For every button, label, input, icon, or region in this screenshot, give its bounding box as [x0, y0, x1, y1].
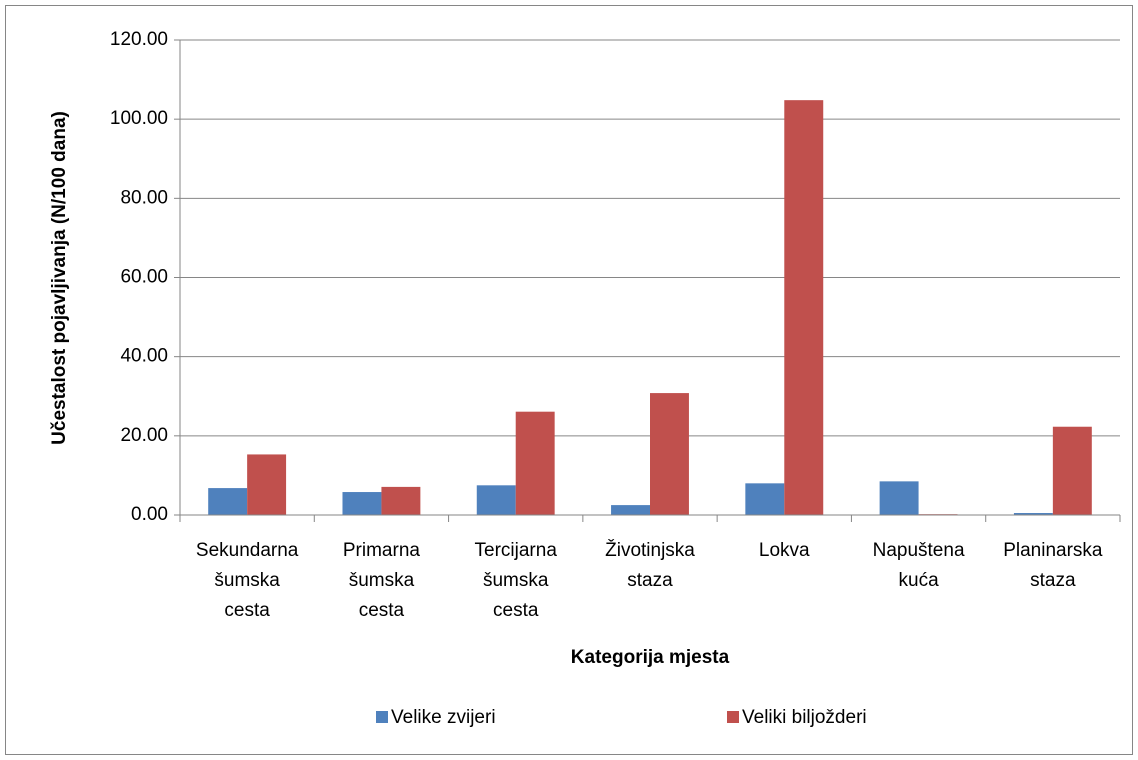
- bar: [745, 483, 785, 515]
- bar: [515, 411, 555, 515]
- y-tick-label: 120.00: [110, 29, 168, 50]
- x-tick-label: Primarna šumska cesta: [343, 540, 421, 621]
- bar: [611, 505, 650, 515]
- x-tick-label: Lokva: [759, 540, 810, 561]
- legend-label: Velike zvijeri: [391, 707, 496, 728]
- y-axis-label: Učestalost pojavljivanja (N/100 dana): [49, 111, 70, 445]
- chart-border: [5, 5, 1133, 755]
- bar: [342, 492, 382, 515]
- bar: [1013, 513, 1053, 515]
- bar: [650, 393, 689, 515]
- bar: [208, 488, 248, 515]
- x-tick-label: Životinjska staza: [605, 539, 695, 591]
- x-tick-label: Tercijarna šumska cesta: [475, 540, 558, 621]
- y-tick-label: 100.00: [110, 108, 168, 129]
- bar: [1052, 426, 1092, 515]
- y-tick-label: 80.00: [120, 187, 168, 208]
- y-tick-label: 20.00: [120, 425, 168, 446]
- y-tick-label: 60.00: [120, 267, 168, 288]
- bar: [381, 486, 421, 515]
- x-tick-label: Sekundarna šumska cesta: [196, 540, 299, 621]
- bar: [879, 481, 919, 515]
- legend-swatch: [727, 711, 739, 723]
- bar: [476, 485, 516, 515]
- x-tick-label: Napuštena kuća: [873, 540, 965, 591]
- bar: [247, 454, 287, 515]
- y-tick-label: 40.00: [120, 346, 168, 367]
- x-tick-label: Planinarska staza: [1003, 540, 1103, 591]
- bar: [784, 100, 824, 516]
- legend-label: Veliki biljožderi: [742, 707, 867, 728]
- y-tick-label: 0.00: [131, 504, 168, 525]
- legend-swatch: [376, 711, 388, 723]
- x-axis-label: Kategorija mjesta: [571, 647, 730, 668]
